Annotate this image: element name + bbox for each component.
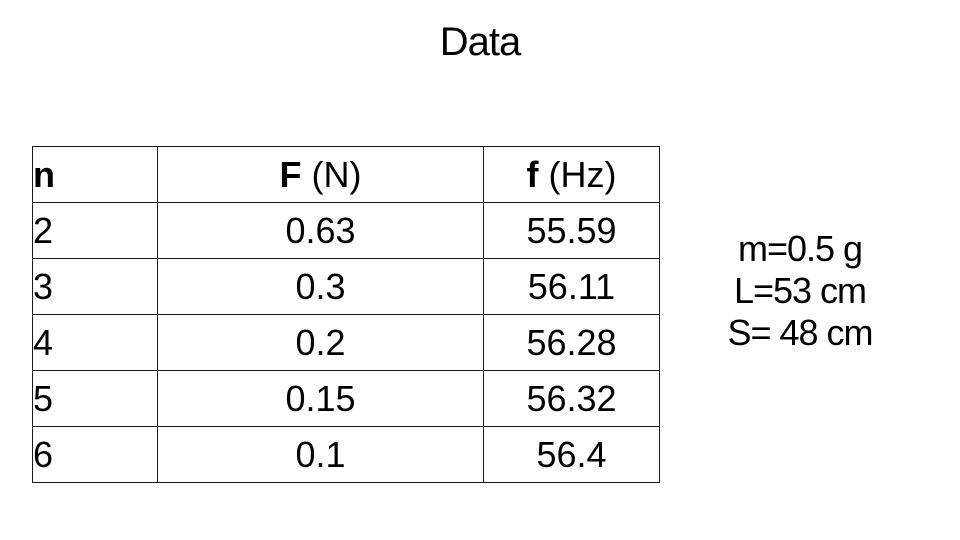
cell-frequency: 55.59 — [483, 202, 660, 259]
header-frequency: f (Hz) — [483, 146, 660, 203]
table-row: 5 0.15 56.32 — [32, 370, 660, 427]
cell-force: 0.63 — [157, 202, 484, 259]
cell-n: 5 — [32, 370, 158, 427]
table-row: 3 0.3 56.11 — [32, 258, 660, 315]
header-force-unit: (N) — [301, 153, 362, 195]
cell-n: 2 — [32, 202, 158, 259]
cell-frequency: 56.11 — [483, 258, 660, 315]
parameter-length: L=53 cm — [733, 270, 867, 311]
cell-frequency: 56.4 — [483, 426, 660, 483]
header-n: n — [32, 146, 158, 203]
cell-force: 0.1 — [157, 426, 484, 483]
table-row: 6 0.1 56.4 — [32, 426, 660, 483]
header-force-symbol: F — [279, 153, 302, 195]
header-n-symbol: n — [33, 153, 55, 195]
cell-n: 4 — [32, 314, 158, 371]
cell-frequency: 56.32 — [483, 370, 660, 427]
parameters-block: m=0.5 g L=53 cm S= 48 cm — [700, 228, 900, 354]
header-frequency-symbol: f — [526, 153, 539, 195]
cell-force: 0.15 — [157, 370, 484, 427]
header-force: F (N) — [157, 146, 484, 203]
table-row: 2 0.63 55.59 — [32, 202, 660, 259]
cell-n: 6 — [32, 426, 158, 483]
cell-force: 0.2 — [157, 314, 484, 371]
parameter-mass: m=0.5 g — [737, 228, 863, 269]
cell-frequency: 56.28 — [483, 314, 660, 371]
data-table: n F (N) f (Hz) 2 0.63 55.59 3 0.3 56.11 … — [32, 146, 660, 483]
parameter-s: S= 48 cm — [727, 312, 873, 353]
slide-title: Data — [439, 20, 522, 64]
cell-n: 3 — [32, 258, 158, 315]
header-frequency-unit: (Hz) — [538, 153, 617, 195]
table-header-row: n F (N) f (Hz) — [32, 146, 660, 203]
cell-force: 0.3 — [157, 258, 484, 315]
table-row: 4 0.2 56.28 — [32, 314, 660, 371]
